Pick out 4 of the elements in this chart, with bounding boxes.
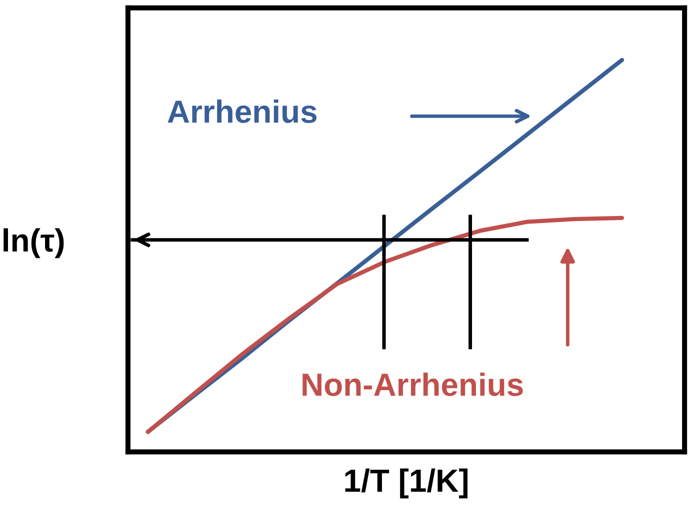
x-axis-title: 1/T [1/K] xyxy=(345,468,468,498)
y-axis-title: ln(τ) xyxy=(4,228,64,258)
annotation: Non-Arrhenius xyxy=(302,372,523,396)
annotation: Arrhenius xyxy=(168,100,316,123)
